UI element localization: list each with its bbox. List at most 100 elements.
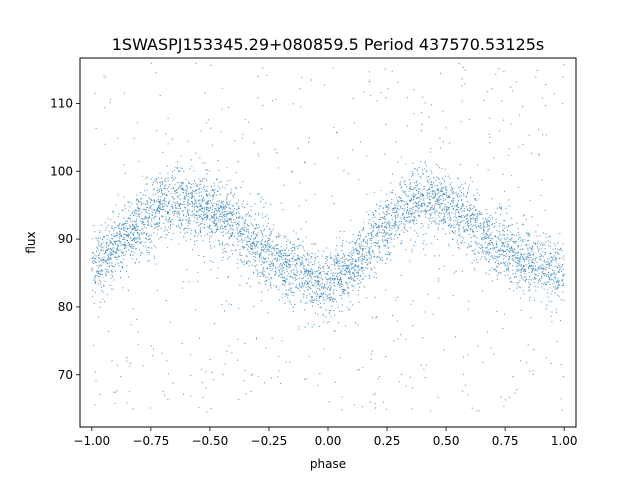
data-point [410, 227, 412, 229]
data-point [552, 278, 554, 280]
data-point [395, 212, 398, 214]
data-point [244, 222, 246, 224]
data-point [432, 190, 434, 192]
data-point [221, 213, 223, 215]
data-point [327, 270, 329, 273]
data-point [489, 225, 491, 227]
data-point [460, 221, 462, 223]
data-point [98, 253, 100, 255]
data-point [213, 202, 215, 204]
data-point [482, 249, 484, 251]
data-point [485, 236, 487, 238]
data-point [141, 218, 143, 220]
data-point [481, 227, 483, 229]
data-point [226, 210, 228, 212]
data-point [491, 198, 493, 200]
data-point [499, 249, 501, 251]
data-point [209, 358, 211, 361]
data-point [217, 204, 220, 206]
data-point [116, 244, 119, 246]
data-point [135, 258, 138, 260]
data-point [118, 239, 120, 241]
data-point [511, 255, 513, 257]
data-point [123, 238, 125, 241]
data-point [518, 282, 520, 284]
data-point [200, 213, 202, 215]
data-point [151, 208, 153, 210]
data-point [392, 211, 394, 213]
data-point [393, 340, 395, 342]
data-point [240, 233, 242, 235]
data-point [95, 261, 97, 263]
data-point [384, 244, 386, 246]
data-point [253, 271, 255, 273]
data-point [324, 84, 326, 86]
data-point [298, 244, 300, 246]
data-point [463, 210, 465, 212]
data-point [347, 173, 349, 175]
data-point [256, 275, 258, 277]
data-point [287, 263, 290, 266]
data-point [161, 235, 163, 238]
data-point [503, 262, 505, 264]
data-point [185, 215, 188, 217]
data-point [511, 224, 513, 226]
data-point [263, 230, 265, 232]
data-point [284, 295, 286, 297]
data-point [554, 288, 556, 290]
data-point [163, 188, 165, 190]
data-point [463, 219, 465, 222]
data-point [397, 201, 399, 203]
data-point [281, 271, 283, 273]
data-point [286, 278, 288, 280]
data-point [133, 215, 136, 217]
data-point [173, 214, 175, 216]
data-point [175, 167, 177, 169]
data-point [202, 218, 204, 220]
data-point [304, 272, 306, 274]
data-point [523, 253, 525, 256]
data-point [321, 294, 323, 296]
data-point [160, 227, 162, 229]
data-point [525, 245, 528, 247]
data-point [188, 209, 190, 211]
data-point [319, 373, 321, 375]
data-point [103, 75, 105, 77]
data-point [167, 218, 169, 221]
data-point [276, 152, 278, 154]
data-point [150, 234, 153, 236]
data-point [140, 232, 142, 234]
data-point [132, 245, 134, 247]
data-point [547, 281, 549, 283]
data-point [410, 197, 412, 199]
data-point [420, 205, 422, 207]
data-point [413, 182, 415, 184]
data-point [430, 182, 432, 184]
data-point [436, 185, 438, 187]
data-point [385, 193, 387, 195]
data-point [554, 271, 556, 273]
data-point [248, 240, 250, 242]
data-point [374, 296, 376, 298]
data-point [379, 252, 381, 254]
data-point [180, 207, 182, 210]
data-point [337, 281, 339, 283]
data-point [375, 235, 377, 237]
data-point [256, 270, 258, 272]
data-point [238, 254, 240, 256]
data-point [277, 244, 279, 246]
data-point [370, 232, 372, 234]
data-point [321, 282, 323, 284]
data-point [319, 306, 321, 308]
data-point [236, 227, 238, 229]
data-point [163, 179, 165, 181]
data-point [559, 249, 561, 251]
data-point [526, 255, 528, 258]
data-point [282, 270, 284, 272]
data-point [413, 212, 415, 214]
data-point [308, 271, 310, 273]
data-point [466, 221, 469, 223]
data-point [143, 217, 145, 219]
data-point [412, 325, 414, 327]
data-point [284, 279, 286, 282]
